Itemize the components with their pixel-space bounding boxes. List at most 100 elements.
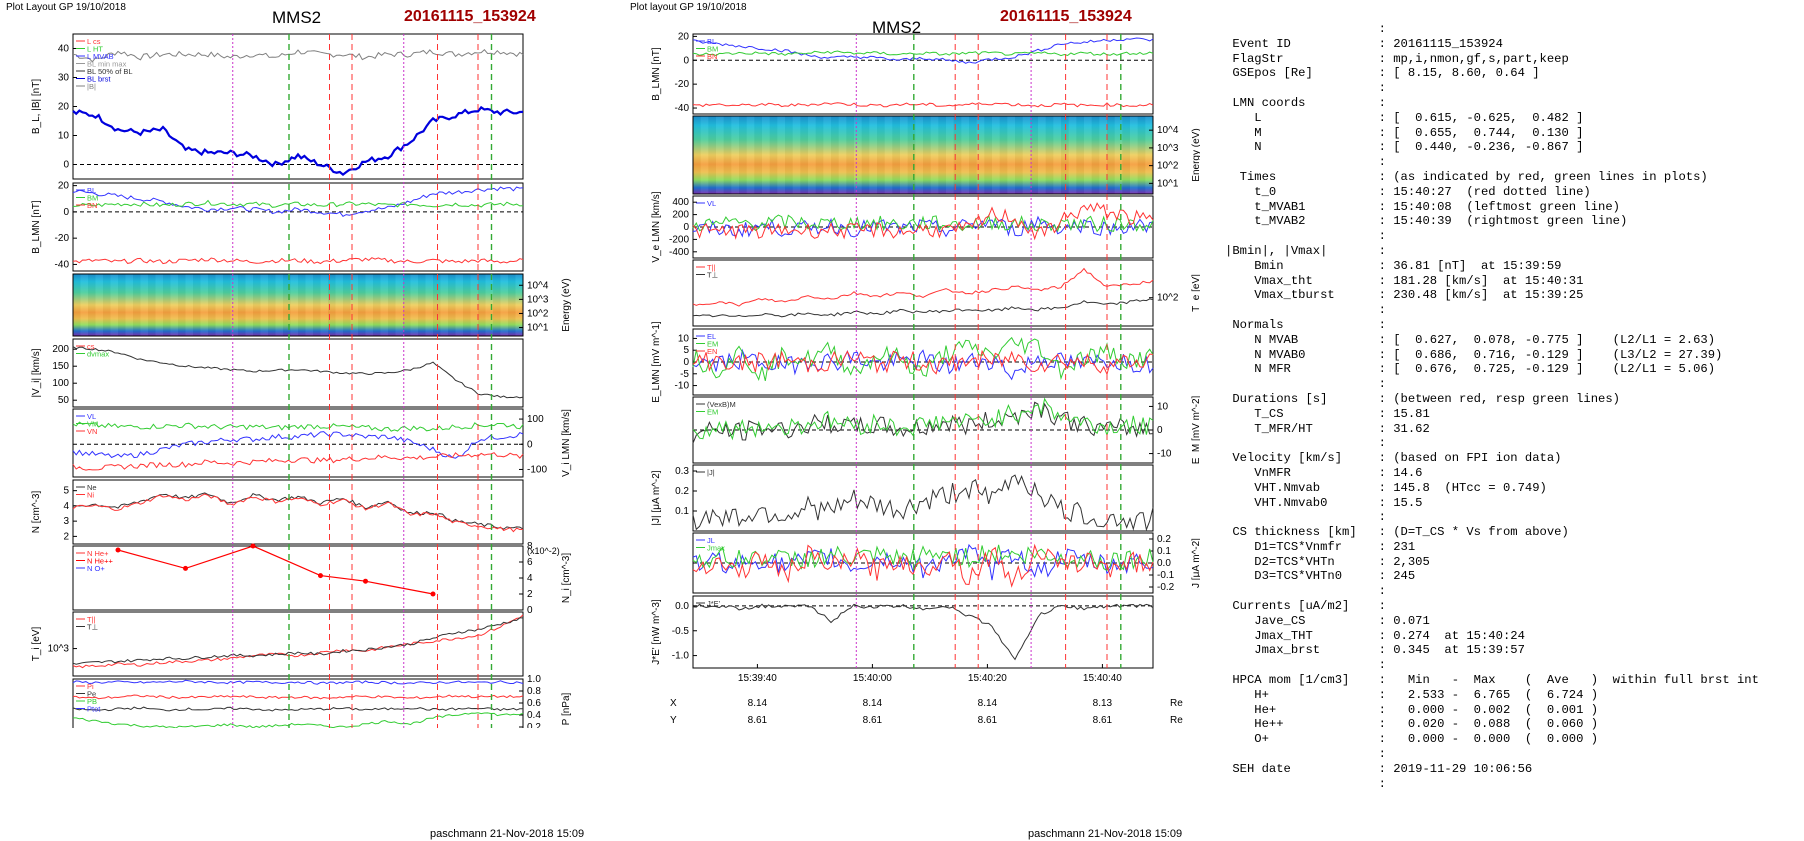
y-tick-label: 0.6 — [527, 698, 541, 709]
y-tick-label: 10^2 — [1157, 293, 1179, 304]
legend-entry: EL — [707, 332, 716, 341]
spectrogram-column — [946, 116, 954, 194]
spectrogram-column — [969, 116, 977, 194]
legend-entry: BL — [707, 37, 716, 46]
summary-label: D1=TCS*Vnmfr — [1225, 539, 1379, 554]
summary-row: : — [1225, 303, 1759, 318]
summary-row: H+ : 2.533 - 6.765 ( 6.724 ) — [1225, 688, 1759, 703]
summary-colon: : — [1378, 377, 1394, 392]
legend-entry: Ni — [87, 491, 94, 500]
y-tick-label: 2 — [63, 531, 69, 542]
spectrogram-column — [731, 116, 739, 194]
y-tick-label: 0.2 — [527, 722, 541, 728]
spectrogram-column — [915, 116, 923, 194]
summary-row: VHT.Nmvab : 145.8 (HTcc = 0.749) — [1225, 481, 1759, 496]
summary-colon: : — [1378, 332, 1394, 347]
spectrogram-column — [777, 116, 785, 194]
summary-value: [ 0.440, -0.236, -0.867 ] — [1393, 140, 1584, 155]
spectrogram-column — [335, 274, 343, 336]
spectrogram-column — [1038, 116, 1046, 194]
summary-value: mp,i,nmon,gf,s,part,keep — [1393, 51, 1569, 66]
spectrogram-column — [290, 274, 298, 336]
summary-row: VHT.Nmvab0 : 15.5 — [1225, 496, 1759, 511]
summary-row: D3=TCS*VHTn0 : 245 — [1225, 569, 1759, 584]
summary-value: (as indicated by red, green lines in plo… — [1393, 169, 1708, 184]
legend-entry: JL — [707, 536, 715, 545]
spectrogram-column — [313, 274, 321, 336]
y-axis-label: V_i LMN [km/s] — [561, 409, 572, 477]
summary-label — [1225, 436, 1379, 450]
legend-entry: PB — [87, 697, 97, 706]
spectrogram-column — [298, 274, 306, 336]
summary-colon: : — [1378, 169, 1394, 184]
summary-label: D3=TCS*VHTn0 — [1225, 569, 1379, 584]
left-footer: paschmann 21-Nov-2018 15:09 — [430, 828, 585, 840]
series-line — [692, 397, 1154, 441]
spectrogram-column — [470, 274, 478, 336]
summary-row: : — [1225, 658, 1759, 673]
y-tick-label: 50 — [58, 395, 70, 406]
summary-label: He++ — [1225, 717, 1379, 732]
y-tick-label: 0 — [683, 357, 689, 368]
spectrogram-column — [103, 274, 111, 336]
y-tick-label: 200 — [52, 344, 69, 355]
series-line — [72, 452, 524, 471]
legend-entry: J*E' — [707, 599, 721, 608]
orbit-value: 8.14 — [748, 698, 768, 709]
summary-row: : — [1225, 510, 1759, 525]
y-tick-label: 0 — [683, 55, 689, 66]
summary-colon: : — [1378, 273, 1394, 288]
spectrogram-column — [148, 274, 156, 336]
y-tick-label: 200 — [672, 210, 689, 221]
summary-colon: : — [1378, 584, 1394, 599]
spectrogram-column — [485, 274, 493, 336]
legend-entry: BM — [87, 194, 98, 203]
summary-colon: : — [1378, 776, 1394, 791]
spectrogram-column — [823, 116, 831, 194]
summary-colon: : — [1378, 643, 1394, 658]
panel-frame — [72, 479, 524, 545]
legend-entry: BL 50% of BL — [87, 67, 133, 76]
middle-layout-label: Plot layout GP 19/10/2018 — [630, 2, 747, 13]
y-axis-label: P [nPa] — [561, 692, 572, 725]
summary-label — [1225, 584, 1379, 598]
spectrogram-column — [425, 274, 433, 336]
summary-row: : — [1225, 584, 1759, 599]
series-line — [117, 545, 434, 595]
series-line — [72, 706, 524, 712]
summary-colon: : — [1378, 480, 1394, 495]
spectrogram-column — [1061, 116, 1069, 194]
series-line — [72, 186, 524, 217]
y-axis-label: E_M [mV m^-2] — [1191, 395, 1200, 464]
summary-colon: : — [1378, 184, 1394, 199]
spectrogram-column — [1130, 116, 1138, 194]
y-tick-label: -0.1 — [1157, 570, 1175, 581]
spectrogram-column — [792, 116, 801, 194]
y-tick-label: 0 — [1157, 425, 1163, 436]
summary-row: M : [ 0.655, 0.744, 0.130 ] — [1225, 126, 1759, 141]
spectrogram-column — [846, 116, 854, 194]
summary-row: : — [1225, 22, 1759, 37]
spectrogram-column — [230, 274, 238, 336]
summary-label: CS thickness [km] — [1225, 525, 1379, 540]
legend-entry: Ptot — [87, 705, 101, 714]
spectrogram-column — [320, 274, 328, 336]
middle-spacecraft-label: MMS2 — [872, 18, 922, 37]
summary-colon: : — [1378, 436, 1394, 451]
summary-colon: : — [1378, 317, 1394, 332]
summary-label — [1225, 22, 1379, 36]
y-tick-label: -200 — [669, 234, 689, 245]
spectrogram-column — [508, 274, 516, 336]
legend-entry: VL — [707, 199, 716, 208]
spectrogram-column — [328, 274, 336, 336]
summary-value: 14.6 — [1393, 465, 1423, 480]
summary-row: N : [ 0.440, -0.236, -0.867 ] — [1225, 140, 1759, 155]
legend-entry: VN — [87, 427, 97, 436]
y-axis-label: |J| [μA m^-2] — [651, 470, 662, 525]
y-tick-label: 0 — [63, 160, 69, 171]
panel-2: Energy (eV) 10^4 10^3 10^2 10^1 — [72, 273, 572, 337]
spectrogram-column — [388, 274, 396, 336]
